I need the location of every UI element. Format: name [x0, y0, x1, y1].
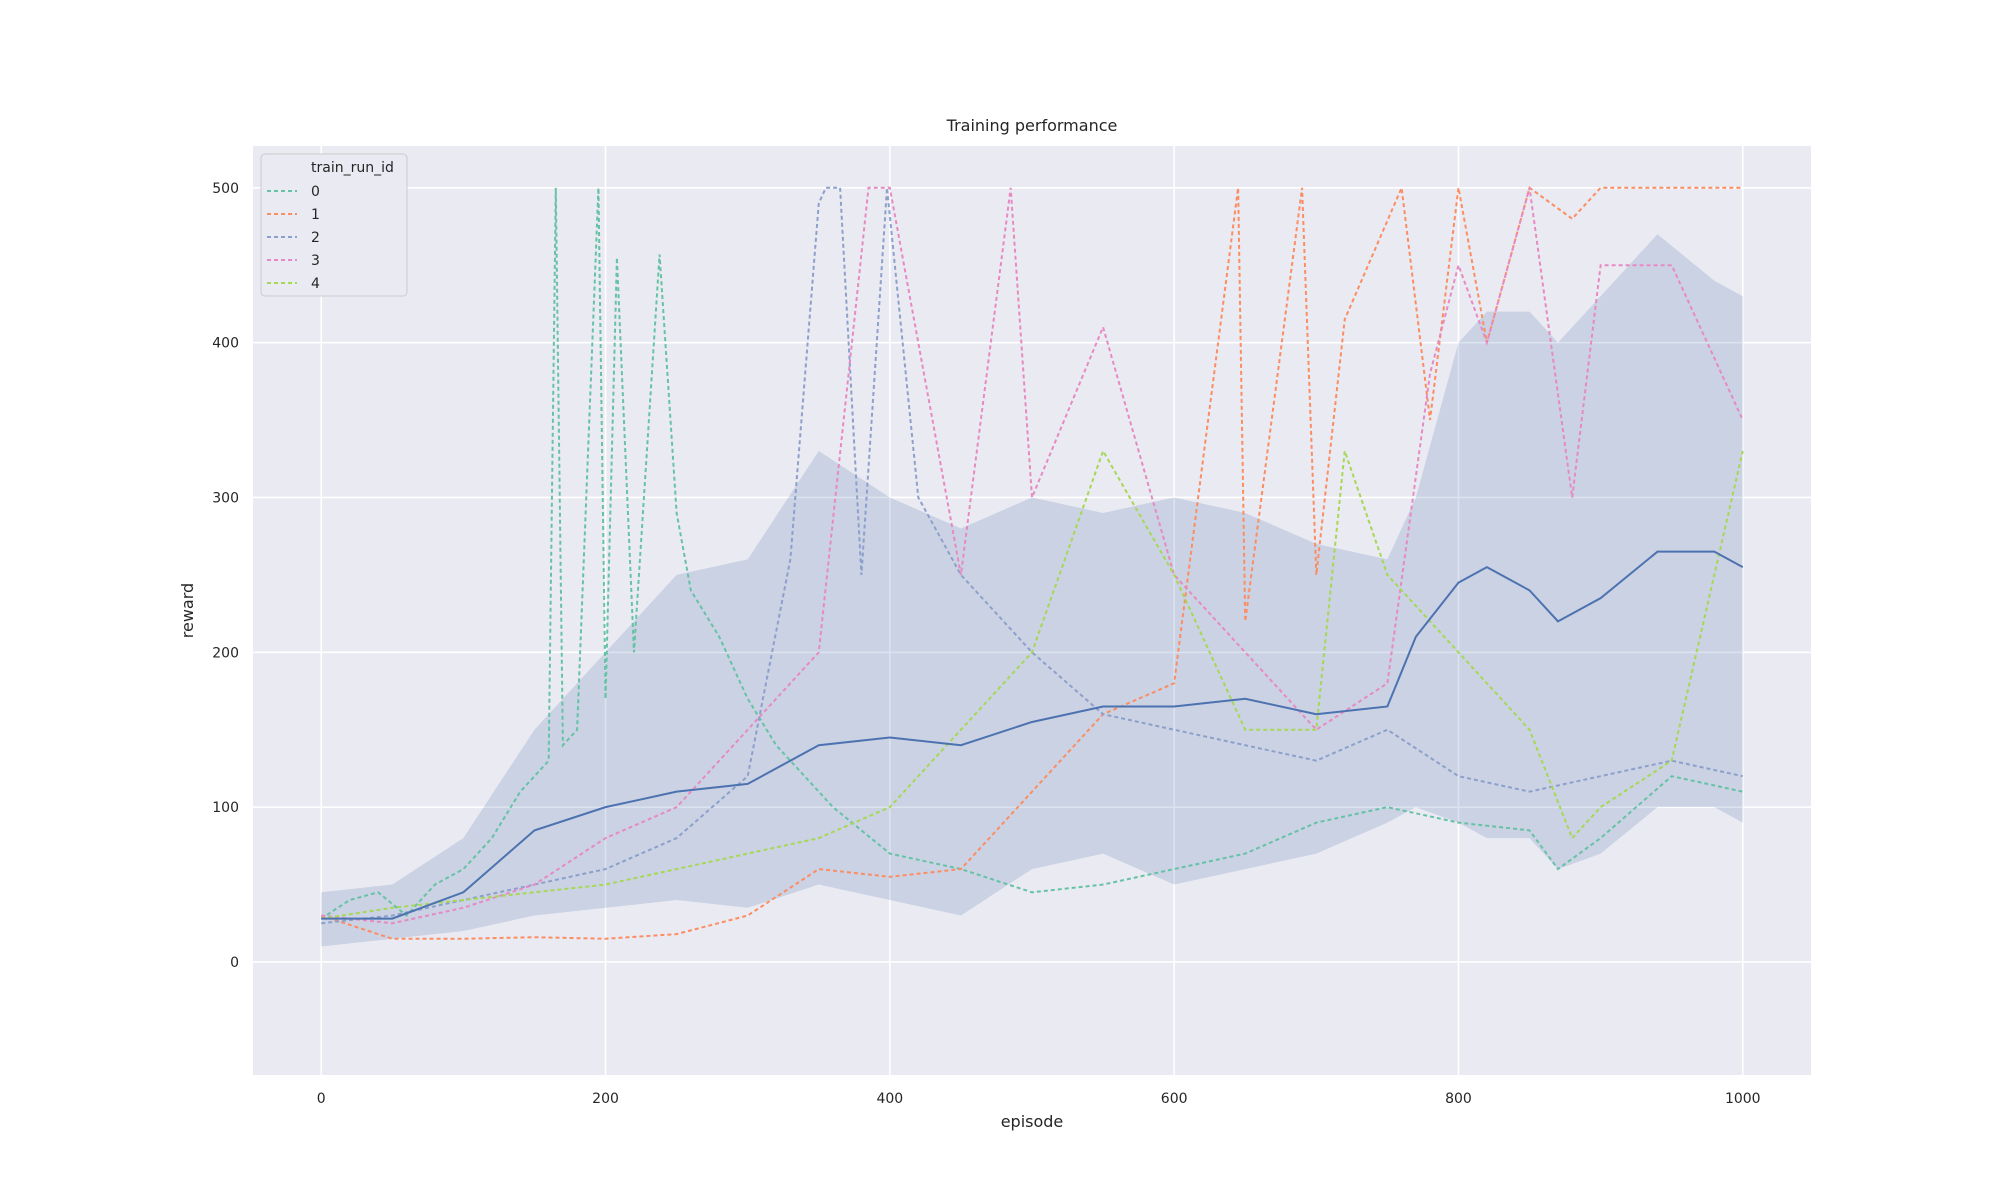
confidence-band: [321, 234, 1743, 947]
legend-label-3: 3: [311, 253, 320, 269]
y-tick-label: 100: [212, 800, 239, 816]
tick-labels: 0 200 400 600 800 1000 0 100 200 300 400 500: [212, 181, 1760, 1107]
x-tick-label: 800: [1445, 1091, 1472, 1107]
chart-title: Training performance: [946, 116, 1118, 135]
legend-label-4: 4: [311, 276, 320, 292]
y-tick-label: 300: [212, 490, 239, 506]
legend-label-1: 1: [311, 207, 320, 223]
legend: train_run_id 0 1 2 3 4: [260, 153, 408, 297]
x-axis-label: episode: [1001, 1112, 1064, 1131]
plot-background: [253, 146, 1811, 1075]
series-line-1: [320, 184, 1743, 940]
mean-line: [321, 550, 1744, 920]
series-lines: [320, 184, 1744, 940]
x-tick-label: 600: [1161, 1091, 1188, 1107]
y-tick-label: 400: [212, 336, 239, 352]
series-line-3: [321, 186, 1744, 925]
y-tick-label: 500: [212, 181, 239, 197]
y-tick-label: 200: [212, 645, 239, 661]
legend-title: train_run_id: [311, 160, 394, 176]
y-tick-label: 0: [230, 955, 239, 971]
grid: [253, 146, 1811, 1075]
x-tick-label: 400: [876, 1091, 903, 1107]
series-line-2: [321, 186, 1743, 925]
mean-series-line: [321, 550, 1744, 920]
series-line-4: [321, 448, 1744, 920]
legend-label-0: 0: [311, 184, 320, 200]
legend-label-2: 2: [311, 230, 320, 246]
series-line-0: [320, 187, 1743, 920]
x-tick-label: 1000: [1725, 1091, 1761, 1107]
y-axis-label: reward: [178, 583, 197, 638]
x-tick-label: 0: [317, 1091, 326, 1107]
legend-box: [260, 153, 408, 297]
x-tick-label: 200: [592, 1091, 619, 1107]
confidence-band-area: [321, 234, 1743, 947]
